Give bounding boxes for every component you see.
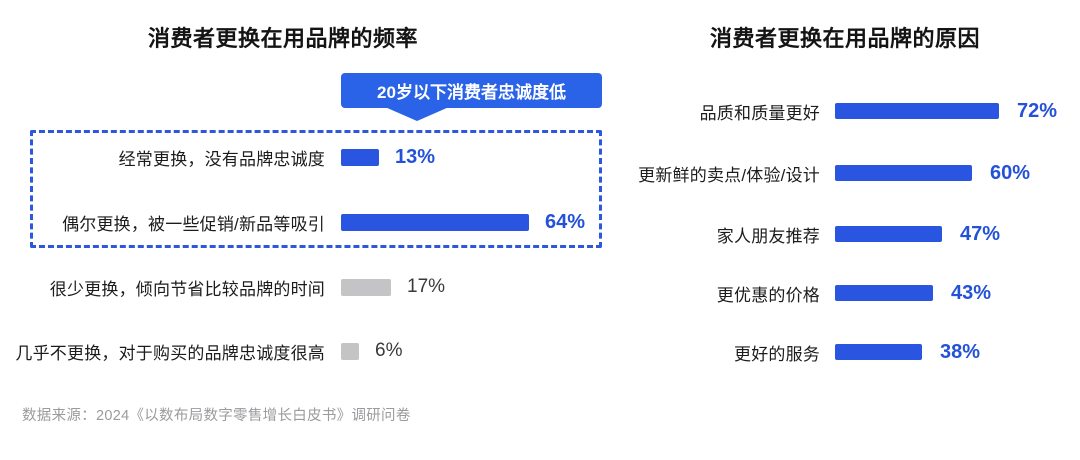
value-label: 38% — [940, 340, 981, 363]
callout-tail-icon — [385, 107, 449, 121]
category-label: 几乎不更换，对于购买的品牌忠诚度很高 — [15, 343, 325, 363]
bar-row: 经常更换，没有品牌忠诚度 13% — [0, 145, 436, 169]
value-bar — [835, 285, 933, 301]
bar-row: 家人朋友推荐 47% — [590, 222, 1001, 246]
value-bar — [341, 278, 391, 296]
bar-row: 更好的服务 38% — [590, 340, 981, 364]
category-label: 很少更换，倾向节省比较品牌的时间 — [49, 279, 325, 299]
category-label: 家人朋友推荐 — [716, 226, 820, 246]
value-label: 64% — [545, 210, 586, 233]
value-bar — [341, 213, 529, 231]
value-bar — [835, 344, 922, 360]
category-label: 品质和质量更好 — [699, 103, 820, 123]
value-label: 43% — [951, 281, 992, 304]
value-label: 47% — [960, 222, 1001, 245]
value-bar — [835, 103, 999, 119]
value-bar — [835, 226, 942, 242]
data-source-note: 数据来源：2024《以数布局数字零售增长白皮书》调研问卷 — [22, 408, 411, 424]
value-label: 60% — [990, 161, 1031, 184]
value-label: 72% — [1017, 99, 1058, 122]
category-label: 偶尔更换，被一些促销/新品等吸引 — [62, 214, 325, 234]
value-bar — [341, 342, 359, 360]
value-label: 17% — [407, 276, 446, 297]
bar-row: 品质和质量更好 72% — [590, 99, 1058, 123]
right-chart-title: 消费者更换在用品牌的原因 — [710, 26, 981, 51]
category-label: 经常更换，没有品牌忠诚度 — [118, 149, 325, 169]
category-label: 更好的服务 — [734, 344, 820, 364]
bar-row: 偶尔更换，被一些促销/新品等吸引 64% — [0, 210, 586, 234]
category-label: 更新鲜的卖点/体验/设计 — [638, 165, 820, 185]
bar-row: 更新鲜的卖点/体验/设计 60% — [590, 161, 1031, 185]
value-bar — [835, 165, 972, 181]
bar-row: 更优惠的价格 43% — [590, 281, 992, 305]
value-bar — [341, 148, 379, 166]
value-label: 6% — [375, 340, 403, 361]
category-label: 更优惠的价格 — [716, 285, 820, 305]
loyalty-callout-badge: 20岁以下消费者忠诚度低 — [341, 73, 602, 108]
value-label: 13% — [395, 145, 436, 168]
highlight-dashed-box — [30, 130, 602, 248]
left-chart-title: 消费者更换在用品牌的频率 — [148, 26, 419, 51]
bar-row: 几乎不更换，对于购买的品牌忠诚度很高 6% — [0, 340, 403, 363]
bar-row: 很少更换，倾向节省比较品牌的时间 17% — [0, 276, 446, 299]
